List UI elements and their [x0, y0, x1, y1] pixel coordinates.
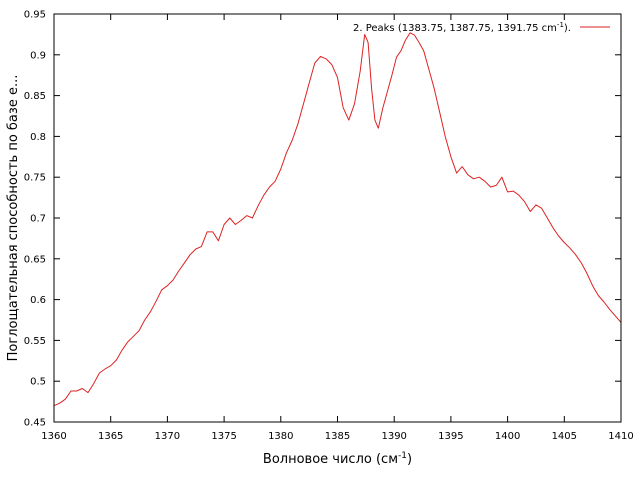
legend-label-main: 2. Peaks (1383.75, 1387.75, 1391.75 cm — [353, 23, 557, 34]
x-tick-label: 1405 — [552, 431, 577, 442]
y-axis-ticks: 0.45 0.5 0.55 0.6 0.65 0.7 0.75 0.8 0.85 0.9 0.95 — [24, 10, 621, 429]
y-tick-label: 0.85 — [24, 91, 46, 102]
y-tick-label: 0.6 — [30, 295, 46, 306]
y-tick-label: 0.65 — [24, 254, 46, 265]
y-tick-label: 0.95 — [24, 10, 46, 21]
x-axis-title-main: Волновое число (см — [263, 452, 398, 467]
x-tick-label: 1390 — [381, 431, 406, 442]
x-tick-label: 1370 — [155, 431, 180, 442]
x-tick-label: 1360 — [41, 431, 66, 442]
plot-frame — [53, 13, 622, 423]
x-tick-label: 1410 — [608, 431, 633, 442]
series-layer — [53, 32, 622, 407]
x-axis-ticks: 1360 1365 1370 1375 1380 1385 1390 1395 1400 1405… — [41, 14, 634, 442]
y-tick-label: 0.5 — [30, 377, 46, 388]
x-tick-label: 1380 — [268, 431, 293, 442]
legend-label-end: ). — [564, 23, 571, 34]
y-tick-label: 0.75 — [24, 173, 46, 184]
y-tick-label: 0.9 — [30, 50, 46, 61]
x-axis-title-sup: -1 — [398, 451, 407, 461]
y-tick-label: 0.7 — [30, 214, 46, 225]
y-axis-title: Поглощательная способность по базе е... — [6, 75, 21, 362]
x-axis-title: Волновое число (см-1) — [263, 451, 412, 467]
legend: 2. Peaks (1383.75, 1387.75, 1391.75 cm-1… — [353, 21, 610, 34]
x-tick-label: 1400 — [495, 431, 520, 442]
x-axis-title-end: ) — [407, 452, 412, 467]
legend-label: 2. Peaks (1383.75, 1387.75, 1391.75 cm-1… — [353, 21, 571, 34]
x-tick-label: 1375 — [211, 431, 236, 442]
y-tick-label: 0.8 — [30, 132, 46, 143]
x-tick-label: 1385 — [325, 431, 350, 442]
series-line-0 — [53, 32, 622, 407]
legend-label-sup: -1 — [557, 21, 564, 29]
y-tick-label: 0.55 — [24, 336, 46, 347]
y-tick-label: 0.45 — [24, 418, 46, 429]
x-tick-label: 1395 — [438, 431, 463, 442]
x-tick-label: 1365 — [98, 431, 123, 442]
